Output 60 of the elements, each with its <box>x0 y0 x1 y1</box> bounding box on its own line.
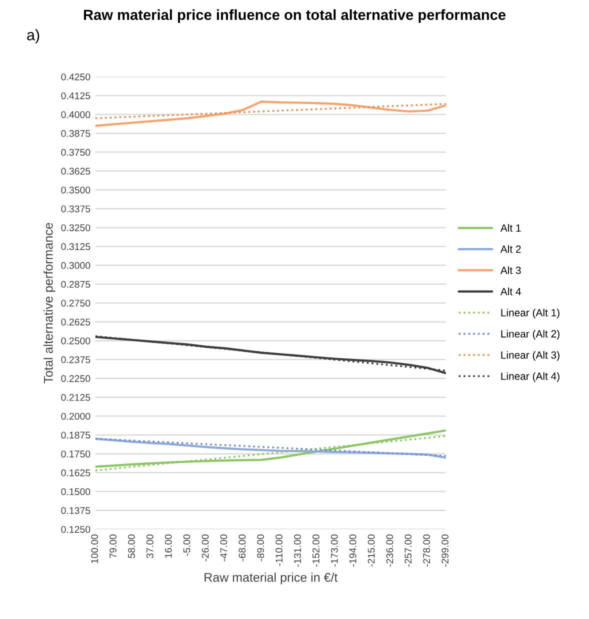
x-tick-label: -194.00 <box>349 534 356 567</box>
y-tick-label: 0.1750 <box>61 450 90 458</box>
y-tick-label: 0.3375 <box>61 205 90 212</box>
x-tick-label: -89.00 <box>257 534 264 562</box>
x-tick-label: -215.00 <box>368 534 375 567</box>
y-tick-label: 0.3125 <box>61 243 90 250</box>
x-axis-title: Raw material price in €/t <box>204 572 338 584</box>
x-tick-label: -299.00 <box>442 534 448 567</box>
y-tick-label: 0.4000 <box>61 111 90 118</box>
y-tick-label: 0.2375 <box>61 356 90 364</box>
y-tick-label: 0.3000 <box>61 262 90 269</box>
x-tick-label: 58.00 <box>128 534 135 558</box>
y-tick-label: 0.1250 <box>61 526 90 533</box>
x-tick-label: 100.00 <box>91 534 98 564</box>
x-tick-label: 16.00 <box>164 534 172 558</box>
legend-label: Linear (Alt 2) <box>501 330 560 340</box>
chart-title: Raw material price influence on total alternative performance <box>84 9 506 23</box>
legend-label: Alt 4 <box>500 288 521 296</box>
y-tick-label: 0.3500 <box>61 186 90 194</box>
x-tick-label: -278.00 <box>423 534 430 567</box>
text: a) <box>27 29 40 44</box>
x-tick-label: -236.00 <box>386 534 394 567</box>
x-tick-label: -110.00 <box>276 534 282 566</box>
x-tick-label: -257.00 <box>404 534 412 567</box>
y-tick-label: 0.1500 <box>61 488 90 496</box>
x-tick-label: -26.00 <box>202 534 209 562</box>
line-series <box>95 100 446 127</box>
legend-label: Alt 1 <box>500 224 521 232</box>
y-tick-label: 0.2000 <box>61 412 90 420</box>
y-tick-label: 0.3875 <box>61 130 90 137</box>
legend-label: Linear (Alt 1) <box>501 308 560 318</box>
y-axis-title: Total alternative performance <box>44 222 56 384</box>
x-tick-label: -152.00 <box>312 534 320 567</box>
line-series <box>95 429 446 468</box>
x-tick-label: -47.00 <box>220 534 228 562</box>
x-tick-label: 37.00 <box>146 534 154 558</box>
y-tick-label: 0.1875 <box>61 432 90 439</box>
y-tick-label: 0.3625 <box>61 168 90 175</box>
legend-label: Linear (Alt 4) <box>501 372 560 382</box>
y-tick-label: 0.1375 <box>61 507 90 514</box>
legend-label: Linear (Alt 3) <box>501 351 560 361</box>
legend-label: Alt 2 <box>500 245 521 253</box>
y-tick-label: 0.3250 <box>61 224 90 232</box>
y-tick-label: 0.3750 <box>61 148 90 156</box>
y-tick-label: 0.4250 <box>61 73 90 80</box>
x-tick-label: -131.00 <box>294 534 301 567</box>
legend-label: Alt 3 <box>500 266 521 274</box>
y-tick-label: 0.2500 <box>61 337 90 344</box>
x-tick-label: -173.00 <box>330 534 338 567</box>
y-tick-label: 0.1625 <box>61 469 90 476</box>
y-tick-label: 0.2250 <box>61 375 90 382</box>
y-tick-label: 0.2625 <box>61 318 90 326</box>
x-tick-label: -5.00 <box>183 534 190 556</box>
x-tick-label: -68.00 <box>238 534 246 562</box>
x-tick-label: 79.00 <box>110 534 116 558</box>
y-tick-label: 0.2875 <box>61 280 90 288</box>
line-series <box>95 103 446 120</box>
y-tick-label: 0.2750 <box>61 300 90 307</box>
y-tick-label: 0.4125 <box>61 92 90 100</box>
y-tick-label: 0.2125 <box>61 394 90 401</box>
